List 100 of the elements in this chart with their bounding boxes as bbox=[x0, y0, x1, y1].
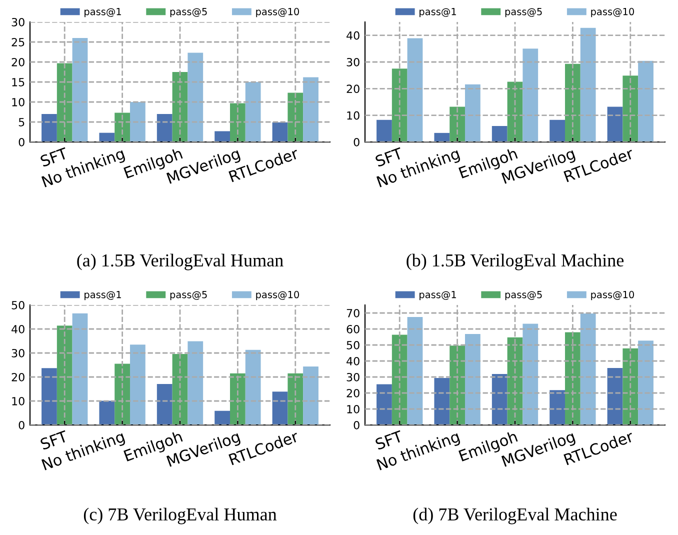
bar bbox=[392, 334, 408, 425]
bar bbox=[607, 368, 623, 425]
bar bbox=[303, 77, 318, 142]
y-tick-label: 0 bbox=[18, 138, 24, 146]
bar bbox=[607, 106, 623, 142]
legend-label: pass@5 bbox=[505, 291, 542, 300]
bar bbox=[522, 324, 538, 425]
bar bbox=[272, 122, 288, 142]
bar bbox=[230, 103, 246, 142]
bar bbox=[638, 60, 654, 142]
text: (d) 7B VerilogEval Machine bbox=[413, 508, 617, 524]
bar bbox=[56, 63, 72, 142]
bar bbox=[638, 340, 654, 425]
bar bbox=[492, 374, 508, 425]
bar bbox=[130, 102, 146, 142]
y-tick-label: 0 bbox=[354, 420, 360, 430]
bar bbox=[99, 132, 115, 142]
y-tick-label: 30 bbox=[12, 18, 24, 26]
legend-label: pass@5 bbox=[505, 8, 542, 18]
bar bbox=[465, 334, 480, 425]
bar bbox=[42, 114, 57, 142]
legend-label: pass@10 bbox=[256, 8, 300, 18]
bar bbox=[114, 364, 130, 425]
bar bbox=[376, 120, 392, 142]
bar bbox=[172, 72, 188, 142]
bar bbox=[550, 120, 565, 142]
bar bbox=[72, 313, 88, 425]
legend-label: pass@1 bbox=[84, 291, 121, 300]
bar bbox=[434, 132, 450, 142]
y-tick-label: 20 bbox=[346, 388, 360, 398]
y-tick-label: 50 bbox=[346, 340, 360, 350]
bar bbox=[450, 346, 465, 425]
bar bbox=[550, 390, 565, 425]
y-tick-label: 0 bbox=[18, 420, 24, 430]
bar bbox=[245, 350, 261, 425]
text: (a) 1.5B VerilogEval Human bbox=[77, 254, 284, 270]
bar bbox=[188, 52, 204, 142]
x-tick-label: SFT bbox=[374, 147, 404, 168]
bar bbox=[172, 354, 188, 425]
bar bbox=[156, 384, 172, 425]
legend-label: pass@10 bbox=[591, 8, 634, 18]
bar bbox=[130, 344, 146, 425]
text: (b) 1.5B VerilogEval Machine bbox=[406, 254, 624, 270]
bar bbox=[156, 114, 172, 142]
bar bbox=[622, 76, 638, 142]
legend-label: pass@1 bbox=[420, 291, 456, 300]
bar bbox=[492, 126, 508, 142]
bar bbox=[407, 317, 423, 425]
y-tick-label: 10 bbox=[347, 404, 360, 414]
bar bbox=[188, 341, 204, 425]
bar bbox=[522, 48, 538, 142]
bar bbox=[230, 373, 246, 425]
bar bbox=[376, 384, 392, 425]
bar bbox=[407, 38, 423, 142]
bar bbox=[72, 38, 88, 142]
bar bbox=[580, 28, 596, 142]
y-tick-label: 40 bbox=[346, 31, 360, 40]
y-tick-label: 60 bbox=[346, 324, 360, 334]
bar bbox=[450, 106, 465, 142]
legend-label: pass@1 bbox=[84, 8, 121, 18]
bar bbox=[580, 313, 596, 425]
bar bbox=[114, 112, 130, 142]
legend-label: pass@5 bbox=[170, 291, 207, 300]
bar bbox=[245, 82, 261, 142]
y-tick-label: 40 bbox=[12, 324, 24, 334]
bar bbox=[507, 337, 523, 425]
legend-label: pass@5 bbox=[170, 8, 207, 18]
bar bbox=[214, 131, 230, 142]
y-tick-label: 20 bbox=[12, 58, 24, 66]
bar bbox=[565, 332, 580, 425]
y-tick-label: 15 bbox=[12, 78, 24, 86]
y-tick-label: 10 bbox=[12, 396, 24, 406]
legend-label: pass@10 bbox=[591, 290, 634, 300]
bar bbox=[99, 400, 115, 425]
y-tick-label: 70 bbox=[346, 308, 360, 318]
y-tick-label: 50 bbox=[12, 300, 24, 310]
y-tick-label: 20 bbox=[346, 84, 360, 94]
x-tick-label: SFT bbox=[40, 430, 69, 450]
bar bbox=[303, 366, 318, 425]
bar bbox=[622, 348, 638, 425]
bar bbox=[565, 64, 580, 142]
bar bbox=[465, 84, 480, 142]
y-tick-label: 40 bbox=[346, 356, 360, 366]
y-tick-label: 20 bbox=[12, 372, 24, 382]
bar bbox=[288, 92, 304, 142]
bar bbox=[507, 82, 523, 142]
legend-label: pass@10 bbox=[256, 290, 300, 300]
bar bbox=[56, 326, 72, 425]
y-tick-label: 30 bbox=[12, 348, 24, 358]
y-tick-label: 5 bbox=[18, 118, 24, 126]
bar bbox=[272, 392, 288, 425]
bar bbox=[214, 410, 230, 425]
x-tick-label: SFT bbox=[374, 430, 404, 450]
y-tick-label: 30 bbox=[346, 58, 360, 66]
bar bbox=[42, 368, 57, 425]
y-tick-label: 30 bbox=[346, 372, 360, 382]
legend-label: pass@1 bbox=[420, 8, 456, 18]
text: (c) 7B VerilogEval Human bbox=[84, 508, 277, 524]
bar bbox=[288, 373, 304, 425]
y-tick-label: 0 bbox=[354, 138, 360, 146]
